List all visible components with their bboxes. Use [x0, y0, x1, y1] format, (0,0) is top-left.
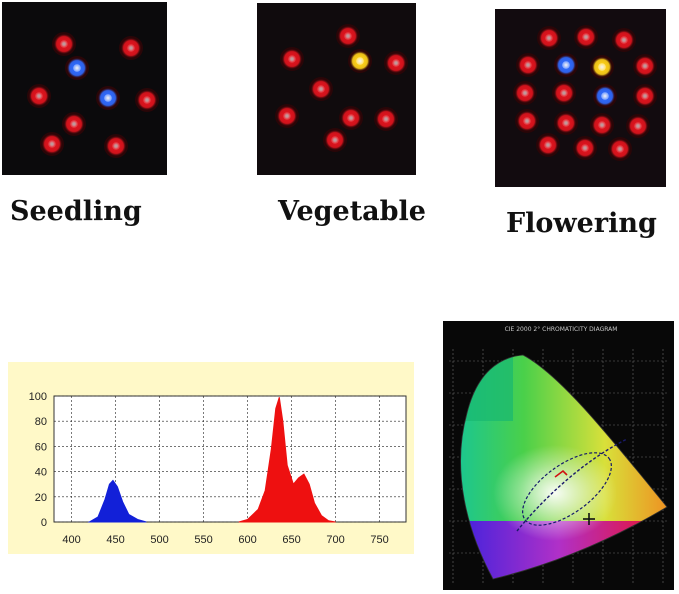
led-bulb-icon	[626, 114, 650, 138]
led-bulb-icon	[65, 56, 89, 80]
led-bulb-icon	[374, 107, 398, 131]
led-bulb-icon	[633, 84, 657, 108]
led-bulb-icon	[515, 109, 539, 133]
x-tick-label: 700	[326, 534, 344, 546]
cie-gamut-ellipse	[522, 452, 612, 526]
led-bulb-icon	[309, 77, 333, 101]
vegetable-led-array	[275, 24, 408, 152]
cie-red-marker	[554, 469, 568, 478]
led-bulb-icon	[119, 36, 143, 60]
led-bulb-icon	[537, 26, 561, 50]
led-bulb-icon	[633, 54, 657, 78]
led-bulb-icon	[104, 134, 128, 158]
led-bulb-icon	[554, 111, 578, 135]
led-bulb-icon	[336, 24, 360, 48]
led-bulb-icon	[27, 84, 51, 108]
flowering-led-array	[513, 25, 657, 161]
led-bulb-icon	[62, 112, 86, 136]
led-bulb-icon	[612, 28, 636, 52]
led-bulb-icon	[96, 86, 120, 110]
x-tick-label: 600	[238, 534, 256, 546]
led-bulb-icon	[608, 137, 632, 161]
led-bulb-icon	[52, 32, 76, 56]
led-bulb-icon	[552, 81, 576, 105]
y-tick-label: 0	[41, 517, 47, 529]
cie-chromaticity-diagram: CIE 2000 2° CHROMATICITY DIAGRAM	[443, 321, 674, 590]
y-tick-label: 20	[35, 492, 47, 504]
flowering-label: Flowering	[506, 208, 657, 239]
cie-spectral-locus	[460, 354, 668, 580]
x-tick-label: 750	[370, 534, 388, 546]
red-peak-area	[238, 397, 336, 523]
led-bulb-icon	[348, 49, 372, 73]
x-tick-label: 500	[150, 534, 168, 546]
led-bulb-icon	[384, 51, 408, 75]
x-tick-label: 450	[106, 534, 124, 546]
y-tick-label: 40	[35, 467, 47, 479]
led-bulb-icon	[513, 81, 537, 105]
led-bulb-icon	[516, 53, 540, 77]
x-tick-label: 650	[282, 534, 300, 546]
cie-planckian-locus	[516, 438, 628, 532]
y-tick-label: 80	[35, 416, 47, 428]
led-bulb-icon	[536, 133, 560, 157]
led-bulb-icon	[574, 25, 598, 49]
vegetable-led-photo	[257, 3, 416, 175]
led-bulb-icon	[275, 104, 299, 128]
led-bulb-icon	[135, 88, 159, 112]
y-tick-label: 60	[35, 441, 47, 453]
led-bulb-icon	[593, 84, 617, 108]
cie-diagram-svg: CIE 2000 2° CHROMATICITY DIAGRAM	[449, 326, 669, 583]
led-bulb-icon	[280, 47, 304, 71]
led-bulb-icon	[590, 55, 614, 79]
led-bulb-icon	[323, 128, 347, 152]
led-bulb-icon	[554, 53, 578, 77]
seedling-led-array	[27, 32, 159, 158]
y-tick-label: 100	[29, 391, 47, 403]
blue-peak-area	[87, 479, 147, 523]
vegetable-label: Vegetable	[278, 196, 426, 227]
flowering-led-photo	[495, 9, 666, 187]
seedling-led-photo	[2, 2, 167, 175]
x-tick-label: 400	[62, 534, 80, 546]
cie-diagram-title: CIE 2000 2° CHROMATICITY DIAGRAM	[505, 326, 618, 333]
spectrum-chart: 400 450 500 550 600 650 700 750 0 20 40 60 80 100	[8, 362, 414, 554]
crosshair-icon	[583, 513, 595, 525]
spectrum-chart-svg: 400 450 500 550 600 650 700 750 0 20 40 60 80 100	[8, 362, 414, 554]
seedling-label: Seedling	[10, 196, 142, 227]
led-bulb-icon	[339, 106, 363, 130]
x-tick-label: 550	[194, 534, 212, 546]
led-bulb-icon	[590, 113, 614, 137]
led-bulb-icon	[40, 132, 64, 156]
led-bulb-icon	[573, 136, 597, 160]
